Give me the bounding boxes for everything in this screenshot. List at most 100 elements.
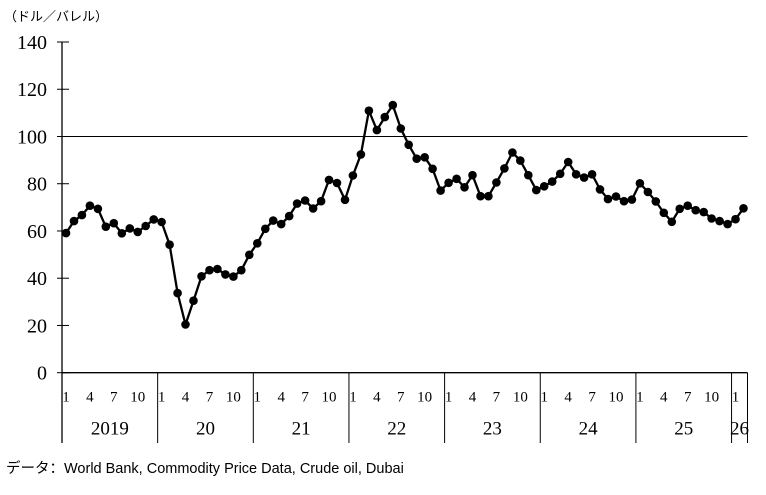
x-year-label: 24 xyxy=(579,419,599,440)
data-point xyxy=(165,240,174,249)
data-point xyxy=(261,224,270,234)
x-year-label: 21 xyxy=(292,419,311,440)
data-point xyxy=(268,216,278,225)
data-point xyxy=(69,216,79,226)
data-point xyxy=(237,265,246,275)
data-point xyxy=(731,214,740,224)
y-tick-label: 40 xyxy=(27,268,47,290)
data-point xyxy=(627,195,637,204)
x-year-label: 22 xyxy=(387,419,406,440)
data-point xyxy=(659,208,669,218)
x-month-label: 7 xyxy=(301,389,309,405)
x-month-label: 7 xyxy=(493,389,501,405)
data-point xyxy=(205,265,214,275)
y-axis: 0 20 40 60 80 100 120 140 xyxy=(17,32,69,443)
data-point xyxy=(125,224,135,233)
data-point xyxy=(348,171,358,180)
data-point xyxy=(619,196,629,206)
data-point xyxy=(683,201,692,210)
data-point xyxy=(579,173,589,182)
data-point xyxy=(723,219,732,229)
x-month-label: 1 xyxy=(254,389,262,405)
data-point xyxy=(101,222,111,231)
x-month-label: 1 xyxy=(158,389,166,405)
x-month-label: 10 xyxy=(226,389,241,405)
y-tick-label: 140 xyxy=(17,32,47,54)
data-point xyxy=(611,192,621,201)
x-month-label: 7 xyxy=(110,389,118,405)
data-point xyxy=(460,183,469,192)
data-point xyxy=(500,164,509,173)
data-point xyxy=(635,179,645,188)
data-point xyxy=(109,218,119,228)
data-point xyxy=(524,170,533,180)
data-point xyxy=(444,178,453,188)
x-month-label: 10 xyxy=(322,389,337,405)
data-point xyxy=(484,191,493,201)
y-tick-label: 80 xyxy=(27,174,47,196)
data-point xyxy=(157,217,166,227)
price-series xyxy=(61,100,748,329)
data-point xyxy=(603,194,613,204)
data-point xyxy=(691,205,700,215)
data-point xyxy=(699,207,708,217)
x-month-label: 4 xyxy=(564,389,572,405)
y-tick-label: 20 xyxy=(27,315,47,337)
data-point xyxy=(651,197,661,206)
data-point xyxy=(372,125,382,135)
data-point xyxy=(388,100,398,110)
x-month-label: 4 xyxy=(660,389,668,405)
data-point xyxy=(412,154,422,163)
y-tick-label: 60 xyxy=(27,221,47,243)
x-year-label: 23 xyxy=(483,419,502,440)
data-point xyxy=(436,186,445,195)
data-point xyxy=(252,239,262,248)
data-point xyxy=(516,156,525,165)
data-point xyxy=(117,229,127,238)
x-month-label: 4 xyxy=(182,389,190,405)
data-point xyxy=(555,169,565,179)
data-point xyxy=(221,270,230,279)
data-point xyxy=(173,288,182,298)
data-point xyxy=(667,217,677,227)
data-point xyxy=(595,185,605,194)
x-month-label: 7 xyxy=(206,389,214,405)
y-tick-label: 0 xyxy=(37,363,47,385)
data-point xyxy=(340,195,350,205)
data-point xyxy=(563,157,573,167)
data-point xyxy=(332,178,342,188)
x-month-label: 4 xyxy=(469,389,477,405)
data-point xyxy=(308,204,318,213)
data-point xyxy=(245,250,254,260)
data-point xyxy=(356,150,366,159)
data-point xyxy=(189,296,198,306)
x-month-label: 4 xyxy=(277,389,285,405)
data-point xyxy=(181,320,190,329)
data-point xyxy=(571,170,581,179)
x-month-label: 1 xyxy=(62,389,70,405)
x-month-label: 1 xyxy=(636,389,644,405)
data-point xyxy=(643,187,653,197)
data-point xyxy=(707,214,716,223)
x-month-label: 10 xyxy=(704,389,719,405)
data-point xyxy=(380,112,390,122)
x-year-label: 20 xyxy=(196,419,215,440)
y-axis-unit-label: （ドル／バレル） xyxy=(4,9,109,24)
x-month-label: 7 xyxy=(588,389,596,405)
y-tick-label: 120 xyxy=(17,79,47,101)
data-point xyxy=(93,204,103,214)
data-point xyxy=(476,191,485,201)
data-point xyxy=(85,201,95,210)
data-point xyxy=(532,185,541,195)
data-point xyxy=(508,148,517,157)
x-month-label: 10 xyxy=(130,389,145,405)
data-source-note: データ：World Bank, Commodity Price Data, Cr… xyxy=(6,461,404,477)
data-point xyxy=(452,174,461,184)
data-point xyxy=(149,215,158,224)
y-tick-label: 100 xyxy=(17,126,47,148)
data-point xyxy=(213,264,222,274)
data-point xyxy=(420,153,430,162)
